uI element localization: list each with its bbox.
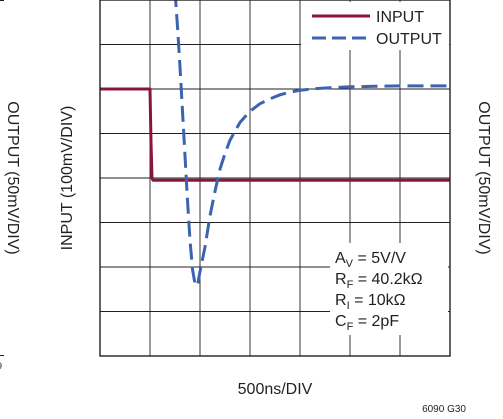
plot-frame <box>99 0 451 357</box>
y-axis-label-left-edge: OUTPUT (50mV/DIV) <box>4 101 21 255</box>
left-edge-fragment: 9 <box>0 361 2 371</box>
annotation-background <box>330 243 448 335</box>
series-line-output <box>174 0 450 288</box>
legend-input-label: INPUT <box>376 9 424 26</box>
series-group <box>100 0 450 288</box>
legend-output-label: OUTPUT <box>376 31 442 48</box>
legend-background <box>301 2 449 50</box>
annotation-line: AV = 5V/V <box>335 250 406 270</box>
y-axis-label-left: INPUT (100mV/DIV) <box>59 106 76 251</box>
annotation-line: CF = 2pF <box>335 313 399 333</box>
left-edge-tick <box>0 0 4 1</box>
legend: INPUT OUTPUT <box>301 2 449 50</box>
series-line-input <box>100 87 450 182</box>
annotation-line: RF = 40.2kΩ <box>335 271 423 291</box>
figure-id: 6090 G30 <box>422 404 466 415</box>
x-axis-label: 500ns/DIV <box>238 381 313 398</box>
y-axis-label-right: OUTPUT (50mV/DIV) <box>475 101 492 255</box>
left-edge-tick <box>0 355 4 356</box>
annotation-line: RI = 10kΩ <box>335 292 406 312</box>
